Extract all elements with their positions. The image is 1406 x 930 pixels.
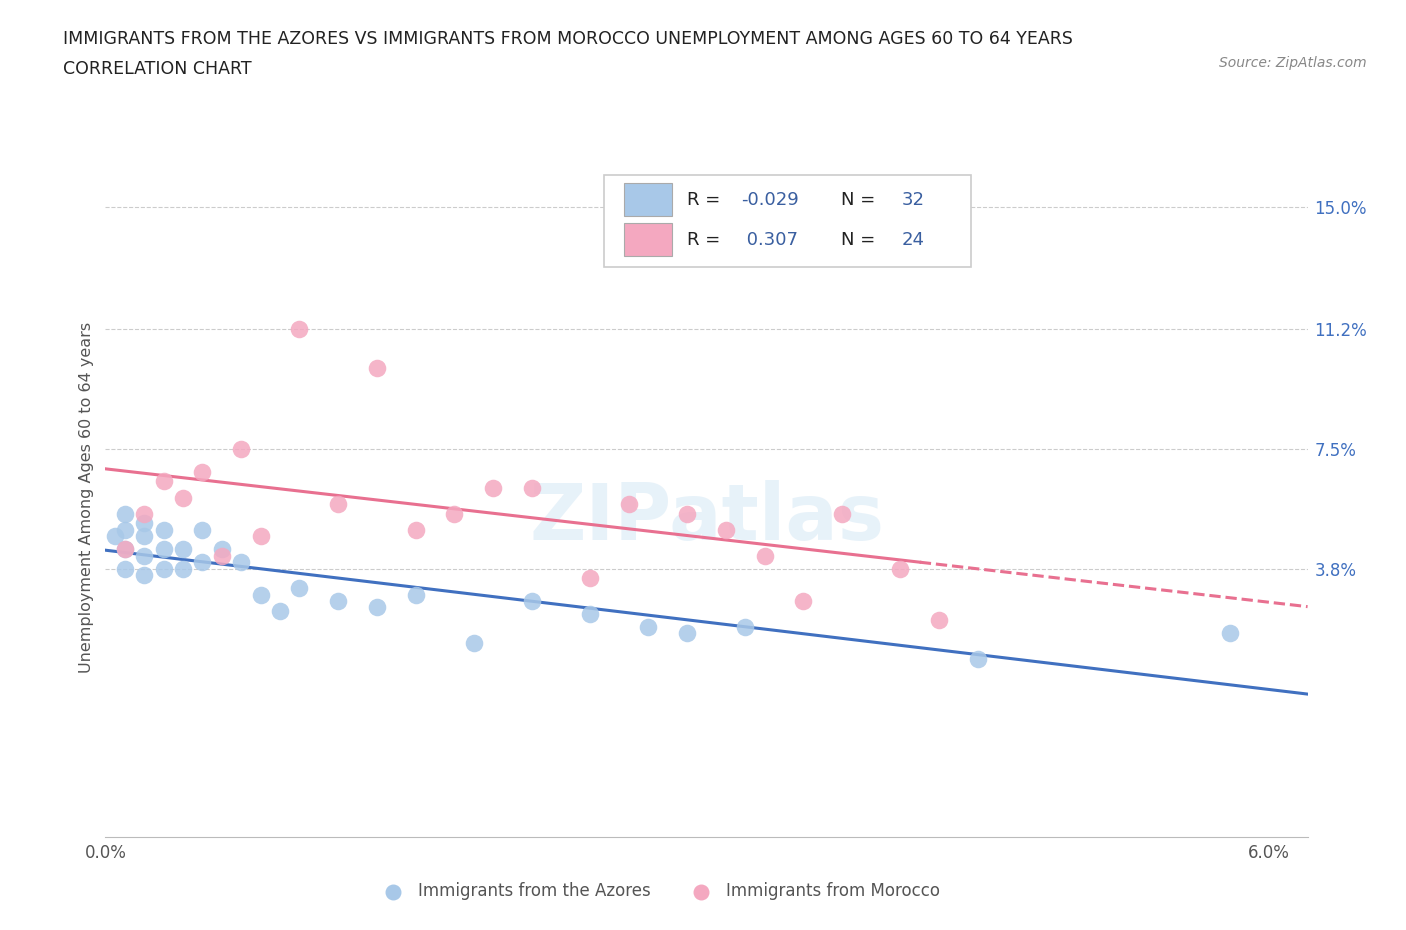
Point <box>152 561 174 576</box>
Point <box>443 506 465 521</box>
Point <box>579 571 602 586</box>
Point <box>114 523 136 538</box>
Point <box>191 464 214 479</box>
Point <box>405 587 427 602</box>
Bar <box>624 183 672 216</box>
Legend: Immigrants from the Azores, Immigrants from Morocco: Immigrants from the Azores, Immigrants f… <box>370 875 946 907</box>
Point <box>152 542 174 557</box>
Text: -0.029: -0.029 <box>741 191 799 208</box>
Point <box>637 619 659 634</box>
Point <box>191 555 214 570</box>
Point <box>231 442 253 457</box>
Point <box>134 549 156 564</box>
Point <box>831 506 853 521</box>
Point <box>288 580 311 595</box>
Point <box>172 561 194 576</box>
Text: 24: 24 <box>901 231 924 248</box>
Point <box>134 516 156 531</box>
Point <box>152 523 174 538</box>
Point <box>676 626 699 641</box>
Point <box>326 497 349 512</box>
Point <box>104 529 127 544</box>
Point <box>326 593 349 608</box>
Point <box>734 619 756 634</box>
Point <box>211 542 233 557</box>
Point <box>249 529 271 544</box>
Y-axis label: Unemployment Among Ages 60 to 64 years: Unemployment Among Ages 60 to 64 years <box>79 322 94 673</box>
Point <box>114 506 136 521</box>
Text: N =: N = <box>841 231 882 248</box>
Point <box>172 542 194 557</box>
Point <box>482 481 505 496</box>
Point <box>714 523 737 538</box>
Text: IMMIGRANTS FROM THE AZORES VS IMMIGRANTS FROM MOROCCO UNEMPLOYMENT AMONG AGES 60: IMMIGRANTS FROM THE AZORES VS IMMIGRANTS… <box>63 30 1073 47</box>
Point <box>792 593 814 608</box>
Point <box>754 549 776 564</box>
Point <box>405 523 427 538</box>
Point <box>520 593 543 608</box>
Point <box>231 555 253 570</box>
Point <box>928 613 950 628</box>
Point <box>249 587 271 602</box>
Text: 32: 32 <box>901 191 924 208</box>
Point <box>114 561 136 576</box>
Point <box>134 529 156 544</box>
Text: N =: N = <box>841 191 882 208</box>
Point <box>1219 626 1241 641</box>
Text: 0.307: 0.307 <box>741 231 799 248</box>
Text: CORRELATION CHART: CORRELATION CHART <box>63 60 252 78</box>
Point <box>211 549 233 564</box>
Point <box>967 652 990 667</box>
Point <box>676 506 699 521</box>
Point <box>152 474 174 489</box>
Point <box>366 600 388 615</box>
Point <box>520 481 543 496</box>
Point <box>134 506 156 521</box>
Point <box>114 542 136 557</box>
Point <box>366 361 388 376</box>
Point <box>191 523 214 538</box>
Point <box>172 490 194 505</box>
Bar <box>624 223 672 256</box>
Point <box>269 604 291 618</box>
Point <box>889 561 911 576</box>
Point <box>114 542 136 557</box>
Point <box>288 322 311 337</box>
Text: Source: ZipAtlas.com: Source: ZipAtlas.com <box>1219 56 1367 70</box>
Text: R =: R = <box>688 231 733 248</box>
Text: R =: R = <box>688 191 727 208</box>
Point <box>617 497 640 512</box>
Text: ZIPatlas: ZIPatlas <box>529 480 884 556</box>
Point <box>134 567 156 582</box>
Point <box>579 606 602 621</box>
Point <box>463 635 485 650</box>
FancyBboxPatch shape <box>605 175 972 267</box>
